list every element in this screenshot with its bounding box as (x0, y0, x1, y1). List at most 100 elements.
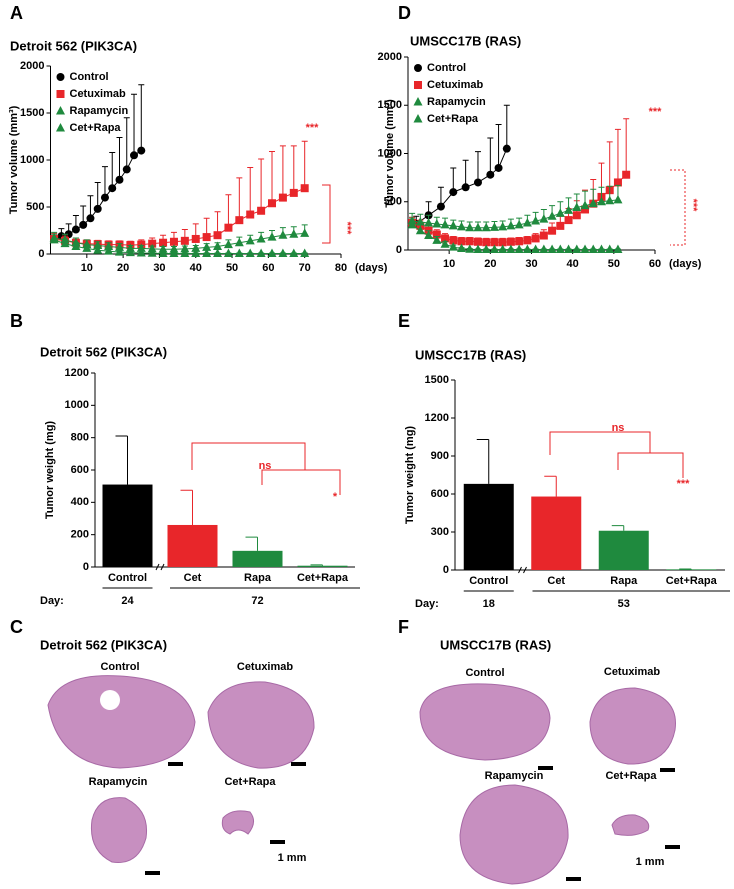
y-tick-label: 600 (71, 464, 89, 476)
error-bar (138, 84, 145, 151)
point (86, 214, 95, 223)
x-tick-label: 40 (190, 262, 202, 274)
point (213, 231, 222, 240)
point (246, 210, 255, 219)
point (465, 244, 475, 253)
point (441, 234, 450, 243)
x-tick-label: Cet (184, 572, 202, 584)
point (267, 232, 277, 241)
significance-bracket (322, 184, 331, 244)
x-tick-label: 10 (443, 258, 455, 270)
error-bar (476, 439, 490, 484)
scale-bar (270, 840, 285, 844)
point (531, 244, 541, 254)
point (514, 244, 524, 254)
x-tick-label: 70 (299, 262, 311, 274)
error-bar (258, 158, 265, 211)
x-tick-label: 50 (226, 262, 238, 274)
panel-label: E (398, 311, 410, 331)
histology-label: Cet+Rapa (605, 770, 657, 782)
point (440, 239, 450, 248)
point (180, 236, 189, 245)
histology-label: Cetuximab (604, 666, 661, 678)
point (580, 200, 590, 210)
point (289, 188, 298, 197)
y-tick-label: 1000 (378, 147, 402, 159)
day-value: 24 (121, 595, 134, 607)
y-axis-label: Tumor volume (mm³) (384, 99, 396, 208)
point (158, 248, 168, 258)
y-tick-label: 1000 (20, 154, 44, 166)
error-bar (247, 167, 254, 215)
point (440, 219, 450, 229)
significance-label: ns (612, 422, 625, 434)
error-bar (269, 151, 276, 204)
point (202, 233, 211, 242)
point (278, 248, 288, 258)
point (622, 170, 631, 179)
point (224, 223, 233, 232)
y-tick-label: 1000 (65, 399, 89, 411)
tissue-section (611, 814, 650, 836)
error-bar (94, 182, 101, 209)
significance-label: ns (259, 460, 272, 472)
significance-bracket (549, 431, 684, 478)
significance-label: * (333, 491, 338, 503)
point (424, 230, 434, 240)
error-bar (310, 564, 323, 566)
point (257, 206, 266, 215)
point (539, 231, 548, 240)
error-bar (116, 136, 123, 180)
point (489, 244, 499, 254)
point (136, 248, 146, 257)
error-bar (301, 140, 308, 189)
histology-label: Control (465, 667, 504, 679)
error-bar (495, 124, 502, 168)
y-tick-label: 2000 (378, 51, 402, 63)
point (60, 238, 70, 248)
scale-bar (145, 871, 160, 875)
error-bar (279, 145, 286, 198)
point (531, 216, 541, 225)
point (522, 244, 532, 254)
histology-label: Rapamycin (485, 770, 544, 782)
point (498, 221, 508, 231)
error-bar (611, 525, 625, 531)
point (494, 163, 503, 172)
panel-label: C (10, 617, 23, 637)
axis-break (518, 566, 527, 574)
histology-title: UMSCC17B (RAS) (440, 637, 551, 652)
legend-label: Control (70, 71, 109, 83)
point (100, 193, 109, 202)
point (596, 244, 606, 254)
scale-bar (566, 877, 581, 881)
point (278, 193, 287, 202)
point (115, 175, 124, 184)
legend-label: Rapamycin (427, 96, 486, 108)
point (473, 244, 483, 254)
point (531, 234, 540, 243)
point (223, 239, 233, 249)
scale-bar (168, 762, 183, 766)
point (202, 248, 212, 258)
legend-marker (413, 97, 423, 106)
point (498, 238, 507, 247)
point (436, 202, 445, 211)
scale-bar (291, 762, 306, 766)
error-bar (290, 145, 297, 193)
x-tick-label: Control (108, 572, 147, 584)
point (457, 243, 467, 253)
point (191, 234, 200, 243)
point (605, 195, 615, 205)
point (432, 230, 441, 239)
significance-bracket (191, 442, 341, 495)
point (548, 226, 557, 235)
x-axis-label: (days) (355, 262, 388, 274)
point (449, 236, 458, 245)
error-bar (606, 141, 613, 191)
y-tick-label: 300 (431, 526, 449, 538)
y-tick-label: 600 (431, 488, 449, 500)
y-tick-label: 0 (443, 564, 449, 576)
point (580, 244, 590, 254)
day-value: 53 (618, 598, 630, 610)
